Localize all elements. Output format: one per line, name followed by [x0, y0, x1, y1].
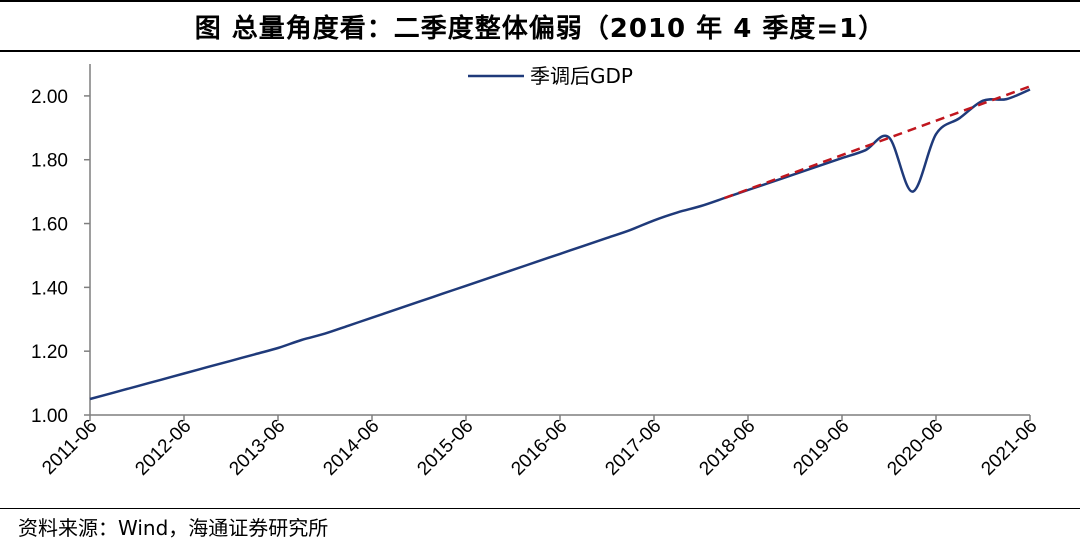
gdp-series-line: [89, 88, 1031, 401]
x-axis: 2011-06 2012-06 2013-06 2014-06 2015-06 2016-…: [38, 414, 1042, 480]
gdp-chart: 1.001.201.401.601.802.00 2011-06 2012-06 2…: [31, 64, 1042, 480]
trend-line: [724, 85, 1031, 200]
plot-area: [89, 85, 1031, 401]
chart-title: 图 总量角度看：二季度整体偏弱（2010 年 4 季度=1）: [194, 13, 886, 44]
source-bar: 资料来源：Wind，海通证券研究所: [0, 508, 1080, 544]
y-tick-label: 1.40: [31, 278, 68, 299]
y-tick-label: 2.00: [31, 87, 68, 108]
y-tick-label: 1.20: [31, 342, 68, 363]
x-tick-label: 2021-06: [977, 416, 1041, 480]
y-tick-label: 1.60: [31, 215, 68, 236]
y-tick-label: 1.80: [31, 151, 68, 172]
x-tick-label: 2012-06: [131, 416, 195, 480]
source-note: 资料来源：Wind，海通证券研究所: [18, 516, 329, 540]
legend: 季调后GDP: [468, 64, 633, 88]
x-tick-label: 2017-06: [601, 416, 665, 480]
x-tick-label: 2015-06: [413, 416, 477, 480]
legend-label: 季调后GDP: [530, 64, 633, 88]
x-tick-label: 2014-06: [319, 416, 383, 480]
x-tick-label: 2016-06: [507, 416, 571, 480]
y-axis: 1.00 1.20 1.40 1.60 1.80 2.00: [31, 64, 91, 427]
title-bar: 图 总量角度看：二季度整体偏弱（2010 年 4 季度=1）: [0, 0, 1080, 52]
x-tick-label: 2019-06: [789, 416, 853, 480]
y-tick-label: 1.00: [31, 406, 68, 427]
x-tick-label: 2018-06: [695, 416, 759, 480]
x-tick-label: 2020-06: [883, 416, 947, 480]
x-tick-label: 2013-06: [225, 416, 289, 480]
